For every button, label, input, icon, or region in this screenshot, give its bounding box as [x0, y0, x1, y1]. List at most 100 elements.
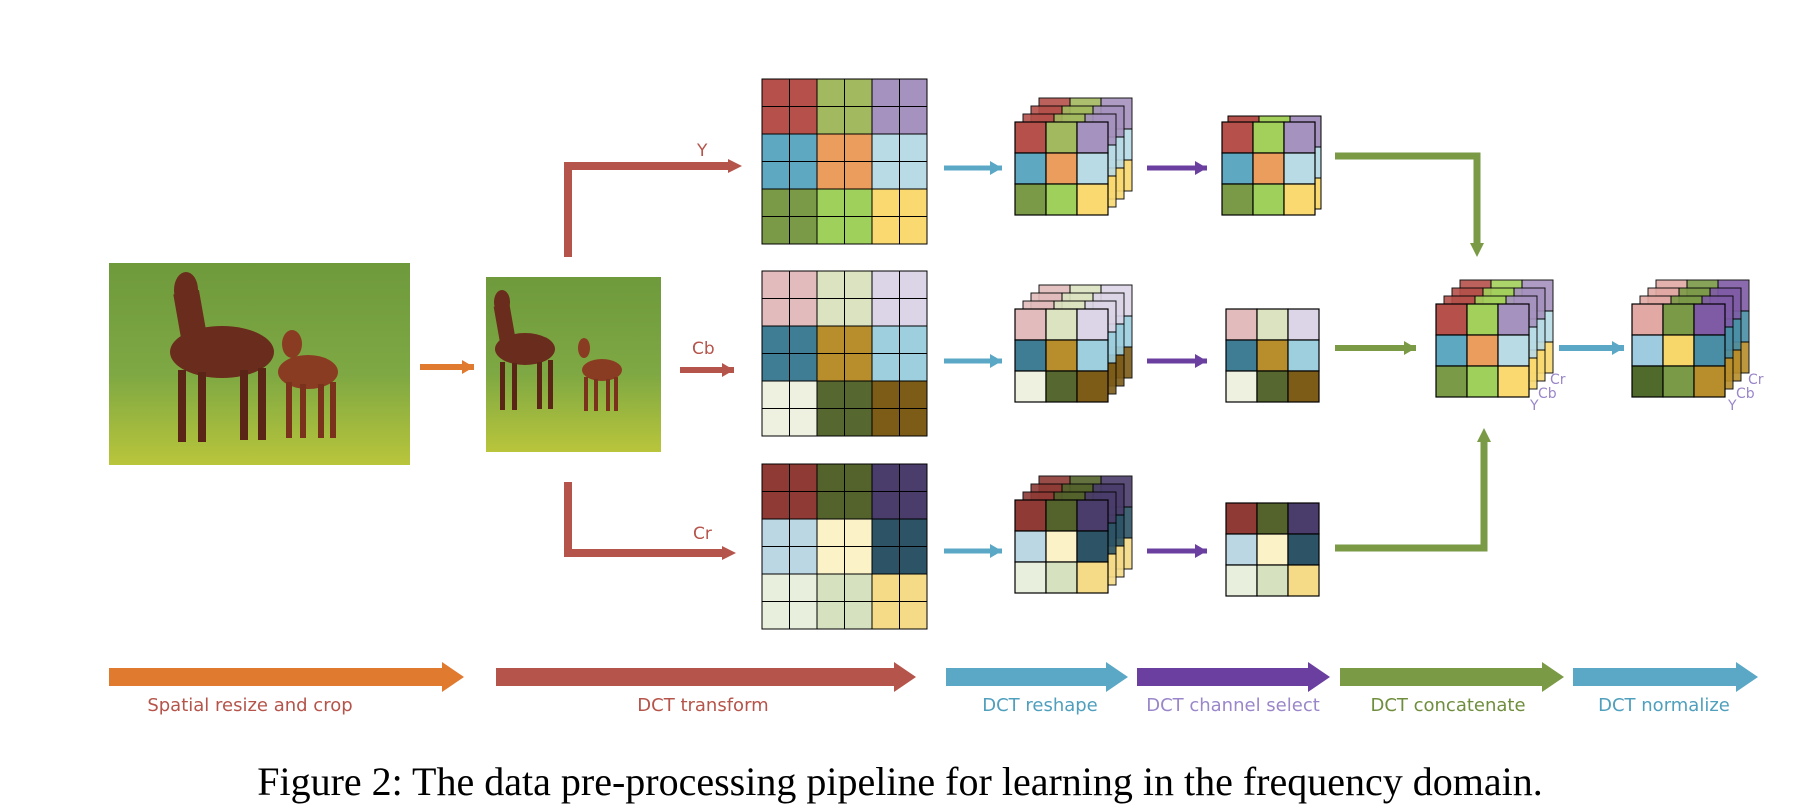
- concat-line-y: [1335, 152, 1481, 245]
- grid-cell: [899, 133, 928, 162]
- grid-cell: [761, 573, 790, 602]
- grid-cell: [844, 216, 873, 245]
- concat-head-y: [1470, 243, 1484, 257]
- grid-cell: [899, 463, 928, 492]
- cube-front-cell: [1045, 370, 1078, 403]
- cube-front-cell: [1045, 339, 1078, 372]
- stage-label-dct-normalize: DCT normalize: [1598, 695, 1730, 716]
- grid-cell: [871, 133, 900, 162]
- selected-cb: [1225, 308, 1320, 403]
- grid-cell: [844, 353, 873, 382]
- grid-cell: [789, 161, 818, 190]
- grid-cell: [871, 380, 900, 409]
- grid-cell: [899, 546, 928, 575]
- cube-front-cell: [1435, 365, 1468, 398]
- grid-cell: [789, 491, 818, 520]
- dct-grid-y: [761, 78, 928, 245]
- grid-cell: [816, 353, 845, 382]
- stage-label-resize: Spatial resize and crop: [147, 695, 352, 716]
- selected-cell: [1221, 183, 1254, 216]
- cube-front-cell: [1497, 303, 1530, 336]
- grid-cell: [871, 325, 900, 354]
- grid-cell: [844, 380, 873, 409]
- cube-front-cell: [1045, 308, 1078, 341]
- cube-front-cell: [1076, 530, 1109, 563]
- grid-cell: [899, 353, 928, 382]
- grid-cell: [871, 601, 900, 630]
- grid-cell: [789, 298, 818, 327]
- dct-grids: [761, 78, 928, 630]
- grid-cell: [789, 133, 818, 162]
- grid-cell: [761, 188, 790, 217]
- grid-cell: [761, 518, 790, 547]
- selected-cell: [1287, 370, 1320, 403]
- selected-cell: [1225, 370, 1258, 403]
- stage-arrow: [1573, 662, 1758, 692]
- grid-cell: [789, 546, 818, 575]
- grid-cell: [816, 161, 845, 190]
- grid-cell: [816, 491, 845, 520]
- grid-cell: [871, 216, 900, 245]
- grid-cell: [816, 216, 845, 245]
- grid-cell: [816, 106, 845, 135]
- cube-front-cell: [1662, 303, 1695, 336]
- connector-arrows: [420, 152, 1624, 560]
- cube-front-cell: [1014, 561, 1047, 594]
- normalize-label-cb: Cb: [1736, 386, 1755, 402]
- concat-label-cb: Cb: [1538, 386, 1557, 402]
- grid-cell: [899, 408, 928, 437]
- figure-caption: Figure 2: The data pre-processing pipeli…: [257, 759, 1543, 804]
- grid-cell: [844, 491, 873, 520]
- resized-image: [486, 277, 661, 452]
- grid-cell: [899, 601, 928, 630]
- selected-cell: [1252, 152, 1285, 185]
- grid-cell: [816, 518, 845, 547]
- selected-cell: [1287, 308, 1320, 341]
- selected-cell: [1283, 121, 1316, 154]
- grid-cell: [816, 380, 845, 409]
- grid-cell: [816, 78, 845, 107]
- cube-front-cell: [1045, 530, 1078, 563]
- grid-cell: [899, 161, 928, 190]
- selected-channels: [1221, 115, 1322, 597]
- grid-cell: [899, 216, 928, 245]
- cube-front-cell: [1014, 183, 1047, 216]
- grid-cell: [871, 463, 900, 492]
- grid-cell: [789, 106, 818, 135]
- cube-front-cell: [1435, 334, 1468, 367]
- cube-front-cell: [1076, 499, 1109, 532]
- selected-cell: [1221, 152, 1254, 185]
- grid-cell: [789, 380, 818, 409]
- selected-cell: [1283, 152, 1316, 185]
- cube-front-cell: [1693, 365, 1726, 398]
- cube-front-cell: [1662, 365, 1695, 398]
- cube-front-cell: [1045, 183, 1078, 216]
- selected-cell: [1287, 339, 1320, 372]
- grid-cell: [789, 573, 818, 602]
- grid-cell: [816, 408, 845, 437]
- cube-cb: [1014, 284, 1133, 403]
- grid-cell: [816, 546, 845, 575]
- grid-cell: [844, 188, 873, 217]
- cube-front-cell: [1045, 499, 1078, 532]
- stage-label-dct-transform: DCT transform: [637, 695, 768, 716]
- grid-cell: [816, 270, 845, 299]
- grid-cell: [899, 518, 928, 547]
- channel-label-cb: Cb: [692, 339, 715, 359]
- stage-label-dct-reshape: DCT reshape: [982, 695, 1098, 716]
- cr-branch-head: [722, 546, 736, 560]
- selected-cell: [1287, 502, 1320, 535]
- selected-cell: [1287, 564, 1320, 597]
- cube-front-cell: [1076, 339, 1109, 372]
- grid-cell: [844, 546, 873, 575]
- grid-cell: [789, 353, 818, 382]
- cube-front-cell: [1045, 121, 1078, 154]
- grid-cell: [899, 78, 928, 107]
- horse-silhouette: [170, 272, 338, 442]
- selected-cell: [1287, 533, 1320, 566]
- grid-cell: [899, 491, 928, 520]
- concat-head-cr: [1477, 428, 1491, 442]
- normalize-label-y: Y: [1727, 398, 1737, 414]
- grid-cell: [871, 106, 900, 135]
